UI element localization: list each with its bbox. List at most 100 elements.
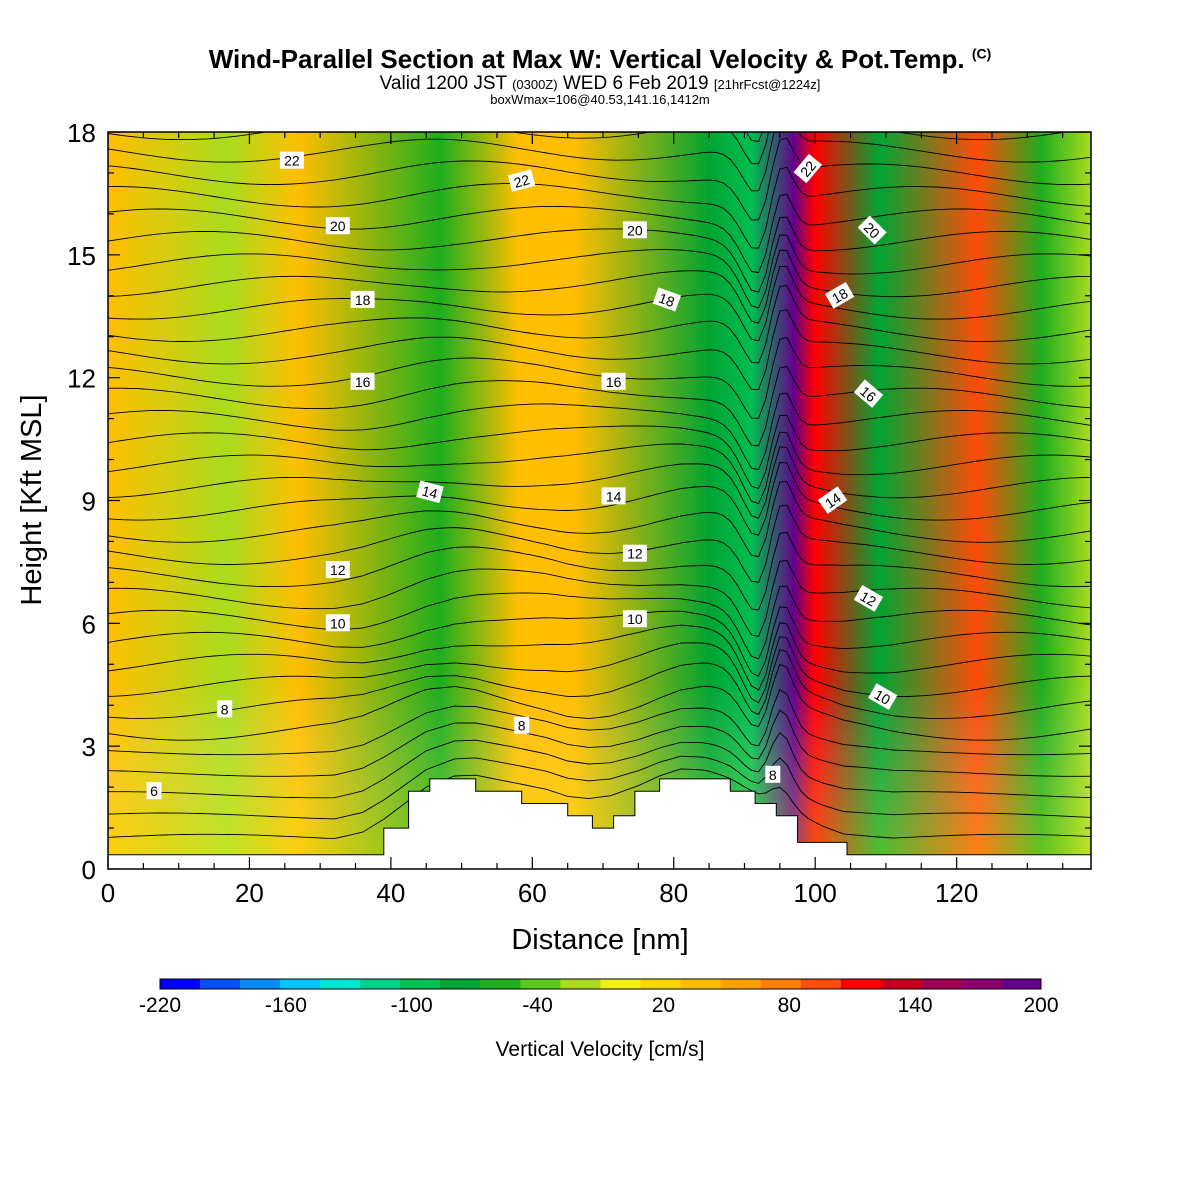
isentrope-label: 6 — [146, 782, 162, 800]
colorbar-swatch — [920, 979, 962, 989]
isentrope-label: 10 — [622, 610, 647, 628]
isentrope-label-box — [350, 290, 375, 308]
chart-title-text: Wind-Parallel Section at Max W: Vertical… — [208, 44, 965, 74]
isentrope-line — [108, 132, 1069, 165]
isentrope-label: 22 — [793, 153, 822, 184]
colorbar-tick-label: 140 — [898, 994, 933, 1017]
colorbar-swatch — [600, 979, 642, 989]
isentrope-label-text: 18 — [355, 292, 371, 308]
valid-utc: (0300Z) — [512, 77, 558, 92]
isentrope-line — [745, 132, 763, 142]
isentrope-line — [108, 585, 1091, 660]
isentrope-label: 20 — [857, 215, 887, 245]
isentrope-label: 12 — [325, 561, 350, 579]
y-axis-ticks: 0 3 6 9 12 15 18 — [67, 118, 1091, 885]
isentrope-line — [108, 166, 1091, 249]
isentrope-label: 12 — [853, 585, 884, 612]
isentrope-label: 20 — [622, 221, 647, 239]
isentrope-label: 10 — [868, 683, 898, 710]
isentrope-line — [108, 132, 1091, 192]
isentrope-label: 22 — [279, 151, 304, 169]
isentrope-label-box — [853, 379, 884, 408]
isentrope-label-box — [325, 217, 350, 235]
colorbar-swatch — [800, 979, 842, 989]
valid-date: WED 6 Feb 2019 — [562, 73, 709, 94]
isentrope-label-box — [765, 765, 781, 783]
isentrope-line — [108, 265, 1091, 342]
isentrope-label-text: 14 — [606, 488, 622, 504]
isentrope-label-box — [514, 716, 530, 734]
y-tick-label: 0 — [82, 855, 96, 885]
isentrope-label: 14 — [601, 487, 626, 505]
colorbar-swatch — [400, 979, 441, 989]
valid-time: Valid 1200 JST (0300Z) WED 6 Feb 2019 [2… — [0, 73, 1200, 95]
isentrope-label-box — [507, 169, 536, 192]
isentrope-line — [108, 768, 1091, 840]
y-tick-label: 18 — [67, 118, 96, 148]
isentrope-label: 16 — [350, 372, 375, 390]
isentrope-label-text: 16 — [355, 374, 371, 390]
colorbar-swatch — [480, 979, 521, 989]
forecast-info: [21hrFcst@1224z] — [713, 77, 821, 92]
y-tick-label: 12 — [67, 364, 96, 394]
isentrope-line — [108, 663, 1091, 741]
isentrope-line — [108, 234, 1091, 309]
isentrope-label-box — [652, 287, 682, 312]
isentrope-line — [108, 622, 1091, 691]
isentrope-label-text: 18 — [829, 285, 851, 307]
y-tick-label: 15 — [67, 241, 96, 271]
isentrope-label-text: 8 — [518, 718, 526, 734]
isentrope-label: 14 — [817, 486, 848, 514]
isentrope-label-box — [279, 151, 304, 169]
box-info: boxWmax=106@40.53,141.16,1412m — [490, 92, 710, 107]
isentrope-line — [108, 504, 1091, 583]
isentrope-label-box — [146, 782, 162, 800]
isentrope-label: 18 — [652, 287, 682, 312]
colorbar-swatch — [520, 979, 561, 989]
valid-prefix: Valid 1200 JST — [379, 73, 507, 94]
isentrope-label: 18 — [825, 282, 855, 309]
colorbar-swatch — [360, 979, 401, 989]
isentrope-line — [108, 137, 1091, 221]
isentrope-label-box — [601, 487, 626, 505]
isentrope-line — [108, 462, 1091, 536]
colorbar-swatch — [240, 979, 281, 989]
isentrope-labels: 22 20 18 16 14 12 10 8 6 22 20 18 16 14 12 10 8 22 20 18 16 1… — [146, 151, 898, 800]
x-tick-label: 120 — [935, 878, 978, 908]
isentrope-label: 22 — [507, 169, 536, 192]
isentrope-label-text: 20 — [330, 218, 346, 234]
isentrope-label-box — [325, 614, 350, 632]
x-tick-label: 40 — [376, 878, 405, 908]
colorbar-swatch — [720, 979, 762, 989]
colorbar-frame — [159, 978, 1042, 990]
isentrope-label-text: 18 — [657, 290, 677, 310]
isentrope-label-box — [857, 215, 887, 245]
colorbar-tick-label: -100 — [391, 994, 433, 1017]
isentrope-label: 14 — [416, 480, 444, 504]
colorbar-label: Vertical Velocity [cm/s] — [496, 1038, 705, 1061]
isentrope-line — [108, 709, 1091, 777]
isentrope-line — [108, 755, 1091, 820]
terrain-profile — [107, 778, 1092, 870]
isentrope-line — [108, 689, 1091, 756]
isentrope-label-box — [416, 480, 444, 504]
isentrope-label-text: 10 — [330, 615, 346, 631]
isentrope-label-text: 12 — [627, 546, 643, 562]
colorbar-swatch — [680, 979, 722, 989]
isentrope-label: 18 — [350, 290, 375, 308]
copyright-mark: (C) — [971, 45, 992, 62]
y-tick-label: 3 — [82, 732, 96, 762]
y-tick-label: 6 — [82, 609, 96, 639]
colorbar-tick-label: 200 — [1023, 994, 1058, 1017]
isentrope-label: 16 — [853, 379, 884, 408]
isentrope-label-box — [825, 282, 855, 309]
isentrope-line — [108, 531, 1091, 611]
colorbar-swatch — [160, 979, 201, 989]
colorbar-tick-label: 20 — [652, 994, 675, 1017]
colorbar-swatch — [840, 979, 882, 989]
colorbar-tick-label: -160 — [265, 994, 307, 1017]
x-tick-label: 60 — [518, 878, 547, 908]
isentrope-line — [108, 336, 1091, 419]
colorbar-ticks: -220 -160 -100 -40 20 80 140 200 — [139, 994, 1059, 1017]
isentrope-label: 16 — [601, 372, 626, 390]
